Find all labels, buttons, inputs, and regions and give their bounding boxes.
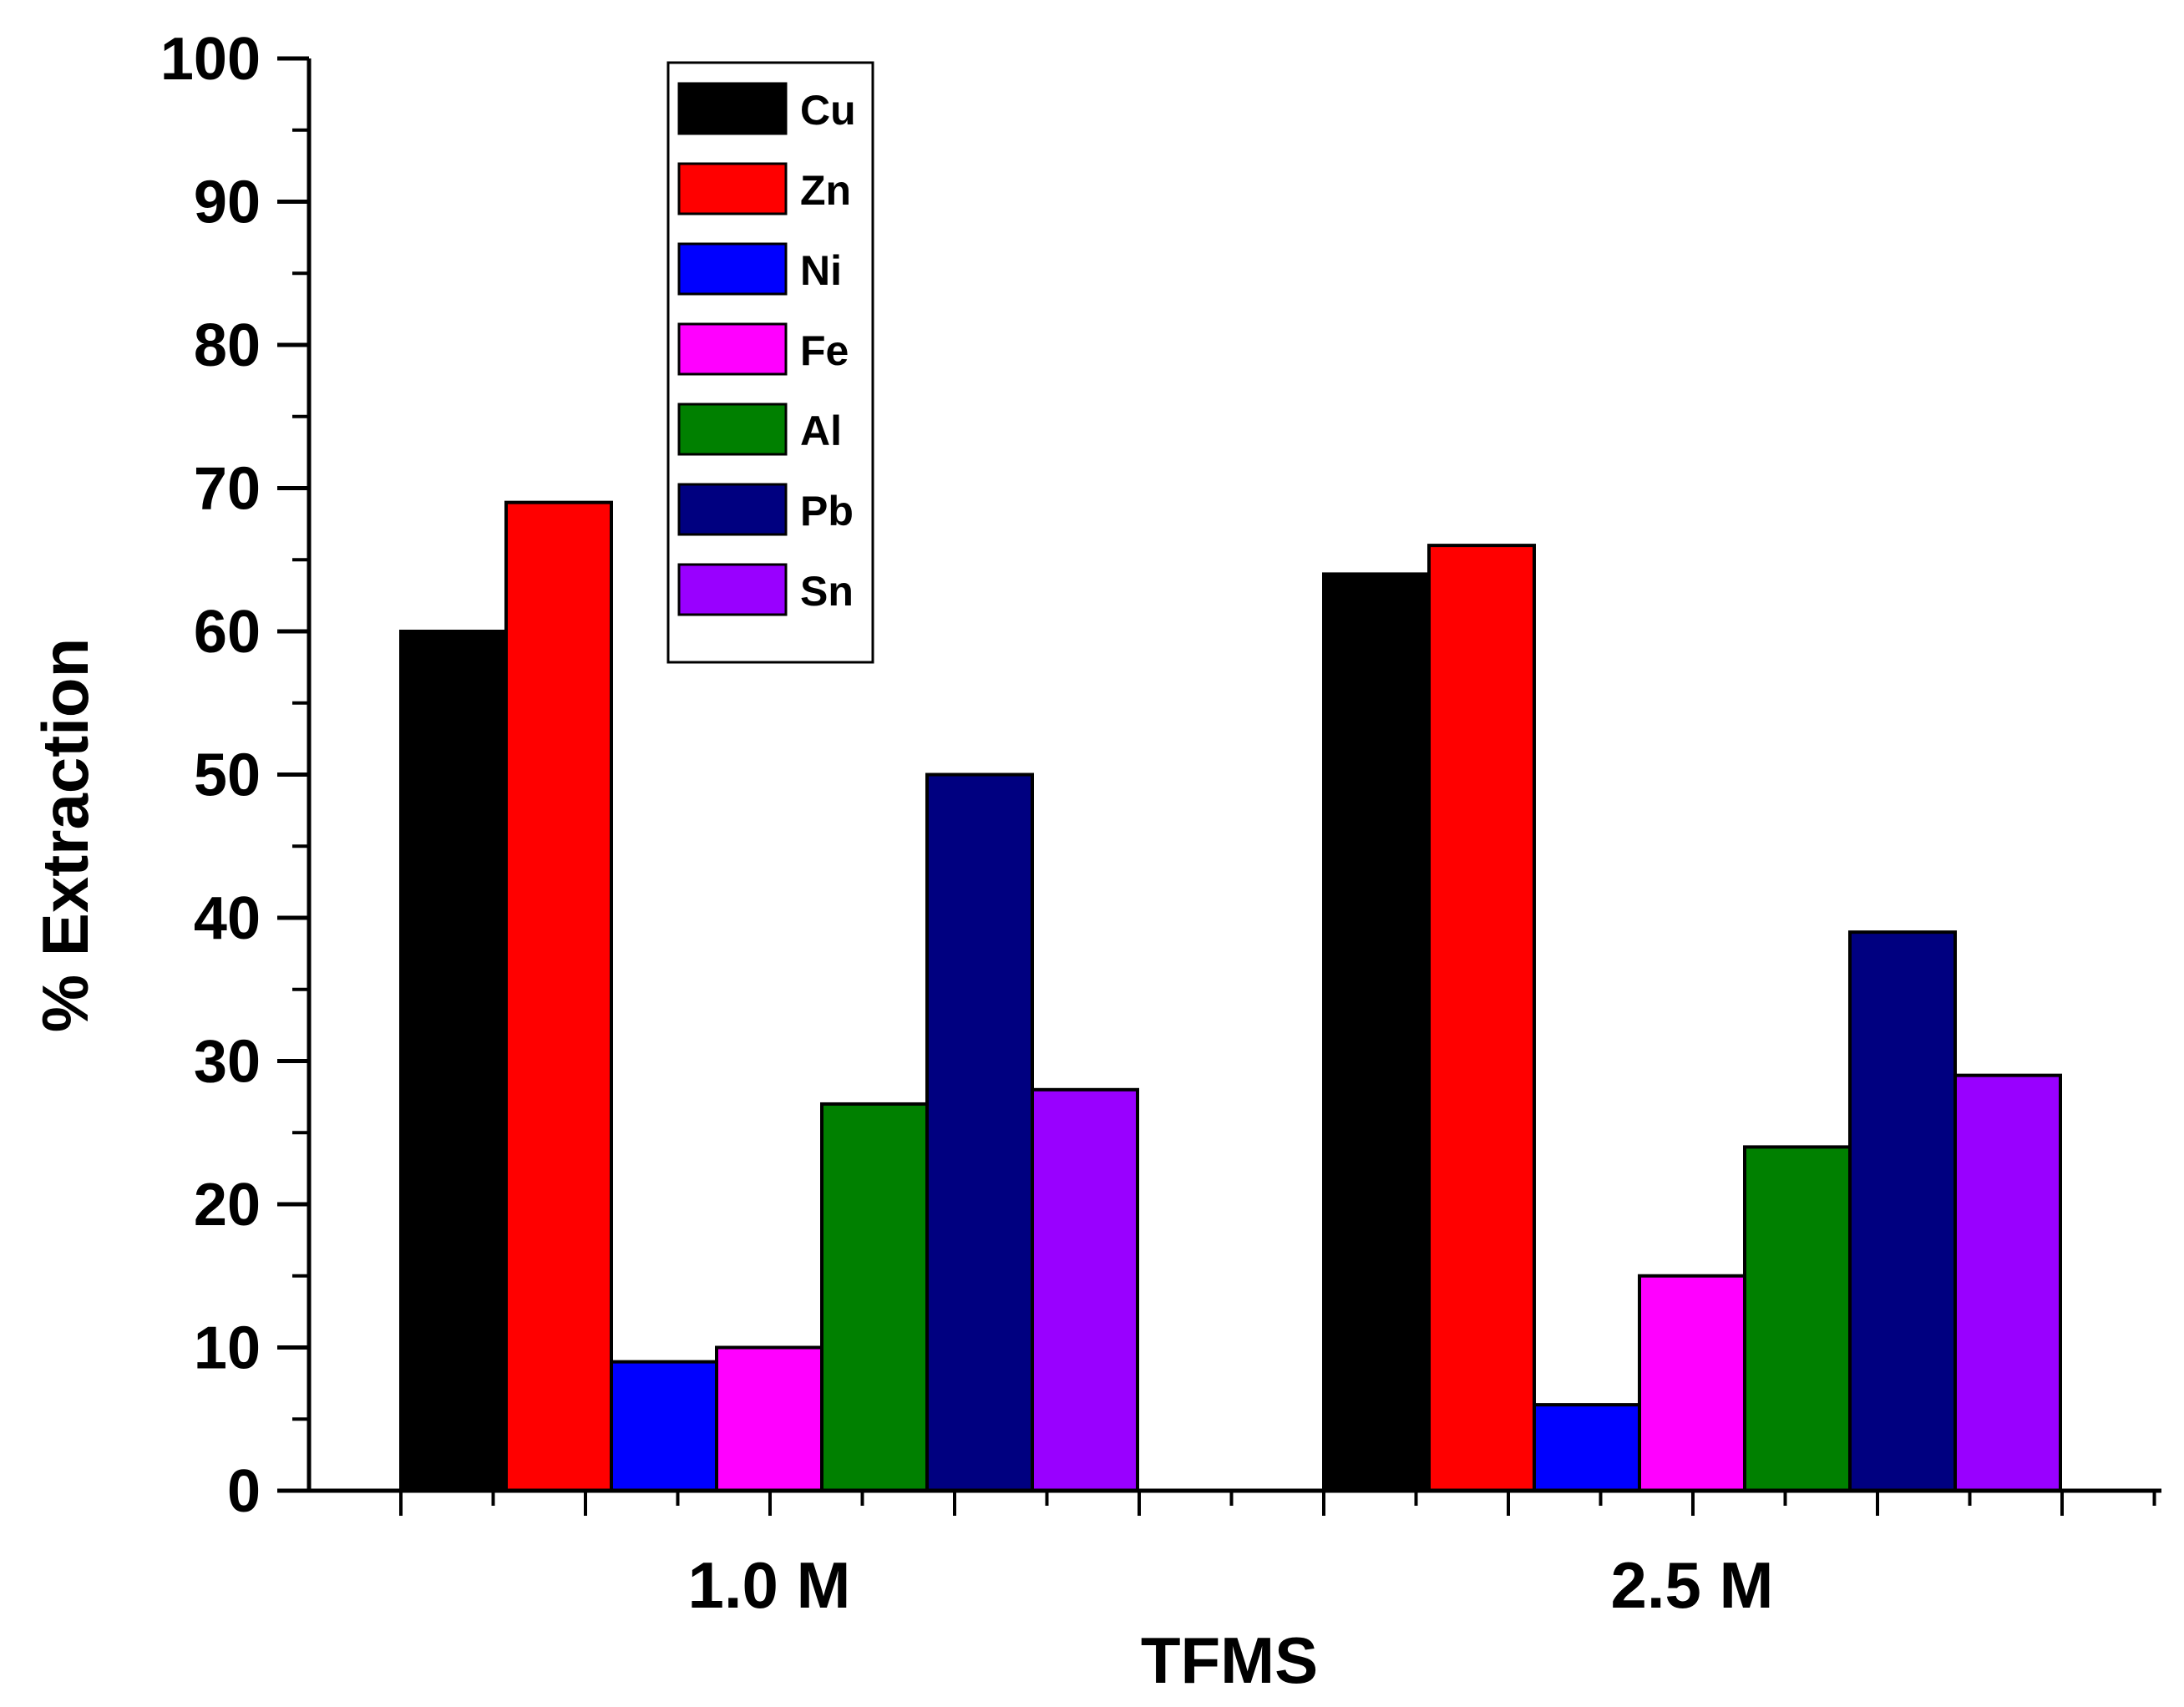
legend-swatch-pb	[677, 483, 788, 536]
bar-pb-2	[1848, 930, 1957, 1492]
bar-ni-2	[1533, 1403, 1641, 1492]
legend-label-fe: Fe	[800, 327, 849, 374]
legend-label-sn: Sn	[800, 568, 854, 615]
bar-zn-1	[504, 500, 613, 1492]
bars-group	[399, 500, 2062, 1493]
bar-pb-1	[925, 772, 1034, 1492]
y-tick-label: 40	[194, 885, 261, 952]
bar-al-2	[1743, 1145, 1852, 1493]
legend-label-zn: Zn	[800, 167, 851, 214]
legend-swatch-sn	[677, 563, 788, 616]
bar-fe-1	[715, 1345, 823, 1492]
bar-fe-2	[1638, 1274, 1746, 1492]
y-tick-label: 90	[194, 170, 261, 236]
legend-swatch-ni	[677, 242, 788, 296]
bar-ni-1	[610, 1360, 718, 1493]
y-tick-label: 0	[227, 1458, 261, 1525]
x-axis-title: TFMS	[1141, 1623, 1318, 1697]
legend-swatch-zn	[677, 162, 788, 215]
bar-cu-1	[399, 630, 508, 1492]
bar-al-1	[820, 1102, 929, 1492]
y-tick-label: 10	[194, 1315, 261, 1382]
legend-swatch-cu	[677, 82, 788, 135]
y-tick-label: 50	[194, 742, 261, 809]
legend-label-al: Al	[800, 408, 842, 454]
x-category-label: 1.0 M	[687, 1548, 850, 1622]
y-axis-title: % Extraction	[28, 638, 102, 1032]
y-tick-label: 80	[194, 312, 261, 379]
bar-sn-2	[1953, 1073, 2062, 1493]
legend-label-ni: Ni	[800, 247, 842, 294]
y-tick-label: 20	[194, 1172, 261, 1238]
y-tick-label: 70	[194, 456, 261, 523]
axes-group: 0 10 20 30 40 50 60 70 80 90 100 1.0 M 2.5 M	[160, 26, 2161, 1622]
y-tick-label: 30	[194, 1029, 261, 1096]
bar-sn-1	[1031, 1087, 1139, 1493]
legend-label-pb: Pb	[800, 488, 854, 534]
x-category-label: 2.5 M	[1610, 1548, 1773, 1622]
legend: Cu Zn Ni Fe Al Pb Sn	[666, 61, 874, 664]
legend-swatch-fe	[677, 322, 788, 376]
y-tick-label: 100	[160, 26, 261, 93]
y-tick-label: 60	[194, 599, 261, 666]
legend-label-cu: Cu	[800, 87, 856, 134]
bar-zn-2	[1427, 544, 1536, 1492]
legend-swatch-al	[677, 403, 788, 456]
bar-cu-2	[1322, 572, 1431, 1492]
